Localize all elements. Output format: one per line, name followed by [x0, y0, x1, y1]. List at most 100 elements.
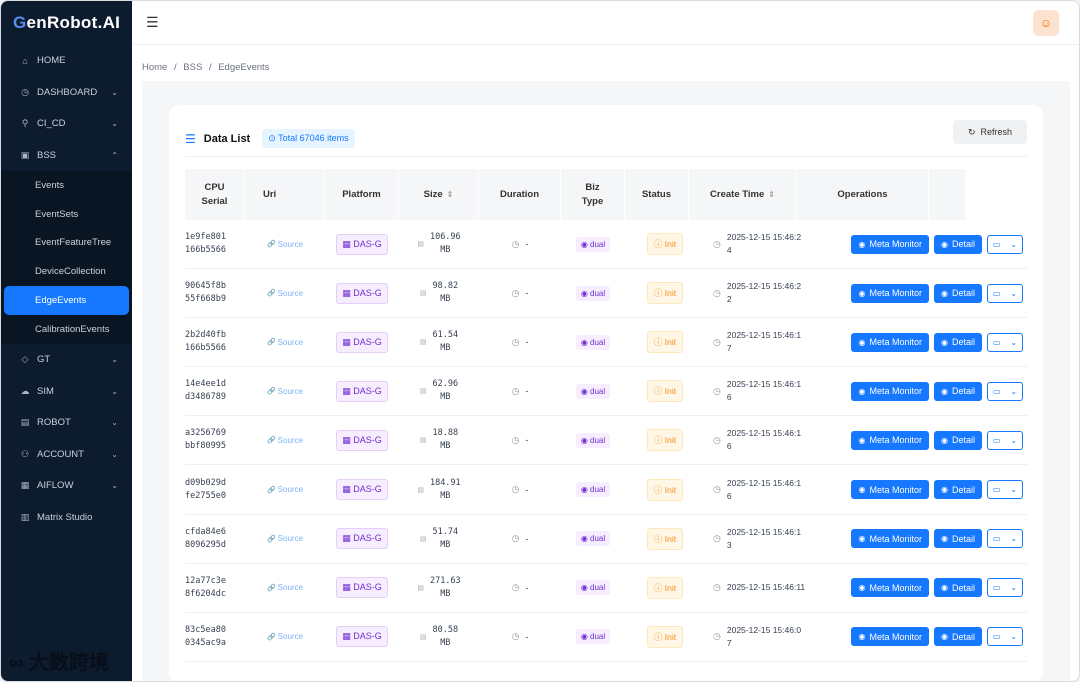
size-cell: ▤ 106.96 MB [399, 231, 479, 257]
meta-monitor-button[interactable]: ◉ Meta Monitor [851, 234, 929, 254]
more-actions-dropdown[interactable]: ▭ ⌄ [987, 283, 1023, 303]
sidebar-item-account[interactable]: ⚇ ACCOUNT ⌄ [1, 438, 132, 470]
list-icon: ☰ [185, 131, 196, 146]
more-actions-dropdown[interactable]: ▭ ⌄ [987, 480, 1023, 500]
more-actions-dropdown[interactable]: ▭ ⌄ [987, 234, 1023, 254]
detail-button[interactable]: ◉ Detail [934, 332, 982, 352]
breadcrumb-bss[interactable]: BSS [183, 62, 203, 73]
platform-label: DAS-G [353, 533, 382, 544]
status-cell: ⓘ Init [625, 380, 705, 403]
uri-link[interactable]: Source [277, 534, 304, 544]
sidebar-item-matrix-studio[interactable]: ▥ Matrix Studio [1, 501, 132, 533]
file-icon: ▤ [419, 437, 427, 445]
uri-link[interactable]: Source [277, 337, 304, 347]
meta-monitor-button[interactable]: ◉ Meta Monitor [851, 578, 929, 598]
sidebar-subitem-calibrationevents[interactable]: CalibrationEvents [35, 323, 110, 335]
clock-icon: ◷ [511, 631, 520, 642]
meta-monitor-button[interactable]: ◉ Meta Monitor [851, 381, 929, 401]
refresh-button[interactable]: ↻ Refresh [953, 120, 1027, 144]
meta-monitor-button[interactable]: ◉ Meta Monitor [851, 480, 929, 500]
sort-icon[interactable]: ⇕ [446, 189, 454, 199]
size-wrap: ▤ 51.74 MB [420, 526, 458, 552]
detail-button[interactable]: ◉ Detail [934, 381, 982, 401]
status-label: Init [664, 582, 677, 593]
biz-type-tag: ◉ dual [575, 432, 611, 448]
table-row: 90645f8b 55f668b9 🔗 Source ▦ DAS-G ▤ 98.82 MB ◷ -… [185, 269, 1027, 319]
duration-value: - [525, 484, 529, 495]
more-actions-dropdown[interactable]: ▭ ⌄ [987, 381, 1023, 401]
sidebar-item-gt[interactable]: ◇ GT ⌄ [1, 344, 132, 376]
chevron-icon: ⌄ [111, 418, 118, 428]
detail-label: Detail [951, 435, 975, 446]
sort-icon[interactable]: ⇕ [768, 189, 775, 199]
table-row: 2b2d40fb 166b5566 🔗 Source ▦ DAS-G ▤ 61.54 MB ◷ -… [185, 318, 1027, 368]
clock-icon: ◷ [511, 385, 520, 396]
detail-button[interactable]: ◉ Detail [934, 430, 982, 450]
uri-link[interactable]: Source [277, 386, 304, 396]
uri-link[interactable]: Source [277, 288, 304, 298]
eye-icon: ◉ [941, 239, 948, 249]
more-actions-dropdown[interactable]: ▭ ⌄ [987, 578, 1023, 598]
breadcrumb-home[interactable]: Home [142, 62, 168, 73]
file-icon: ▤ [419, 633, 427, 641]
uri-cell: 🔗 Source [245, 583, 325, 592]
sidebar-item-home[interactable]: ⌂ HOME [1, 45, 132, 77]
detail-button[interactable]: ◉ Detail [934, 480, 982, 500]
detail-button[interactable]: ◉ Detail [934, 234, 982, 254]
target-icon: ◉ [580, 583, 591, 593]
uri-link[interactable]: Source [277, 485, 304, 495]
meta-monitor-button[interactable]: ◉ Meta Monitor [851, 430, 929, 450]
uri-link[interactable]: Source [277, 583, 304, 593]
detail-button[interactable]: ◉ Detail [934, 283, 982, 303]
target-icon: ◉ [580, 534, 591, 544]
sidebar-subitem-eventfeaturetree[interactable]: EventFeatureTree [35, 237, 112, 249]
more-actions-dropdown[interactable]: ▭ ⌄ [987, 430, 1023, 450]
info-icon: ⓘ [653, 435, 665, 446]
sidebar-item-sim[interactable]: ☁ SIM ⌄ [1, 375, 132, 407]
sidebar-subitem-eventsets[interactable]: EventSets [35, 208, 79, 220]
user-avatar[interactable]: ☺ [1033, 10, 1059, 36]
meta-monitor-button[interactable]: ◉ Meta Monitor [851, 627, 929, 647]
sidebar-item-aiflow[interactable]: ▦ AIFLOW ⌄ [1, 470, 132, 502]
sidebar-item-ci-cd[interactable]: ⚲ CI_CD ⌄ [1, 108, 132, 140]
duration-cell: ◷ - [479, 239, 561, 250]
status-badge: ⓘ Init [646, 233, 684, 256]
sidebar-subitem-devicecollection[interactable]: DeviceCollection [35, 266, 106, 278]
col-label: Type [581, 195, 604, 207]
uri-link[interactable]: Source [277, 632, 304, 642]
size-cell: ▤ 184.91 MB [399, 477, 479, 503]
detail-label: Detail [951, 484, 975, 495]
menu-fold-icon[interactable]: ☰ [146, 14, 159, 30]
detail-label: Detail [951, 288, 975, 299]
monitor-icon: ▭ [992, 583, 1001, 593]
refresh-label: Refresh [980, 127, 1013, 137]
sidebar-subitem-edgeevents[interactable]: EdgeEvents [4, 286, 129, 315]
table-row: 1e9fe801 166b5566 🔗 Source ▦ DAS-G ▤ 106.96 MB ◷… [185, 220, 1027, 270]
platform-tag: ▦ DAS-G [336, 577, 388, 599]
sidebar-item-robot[interactable]: ▤ ROBOT ⌄ [1, 407, 132, 439]
uri-link[interactable]: Source [277, 239, 304, 249]
meta-monitor-button[interactable]: ◉ Meta Monitor [851, 529, 929, 549]
create-time-line: 2025-12-15 15:46:1 [726, 379, 802, 390]
biz-type-label: dual [590, 583, 606, 593]
table-row: 83c5ea80 0345ac9a 🔗 Source ▦ DAS-G ▤ 80.58 MB ◷ -… [185, 613, 1027, 662]
meta-monitor-button[interactable]: ◉ Meta Monitor [851, 283, 929, 303]
meta-monitor-button[interactable]: ◉ Meta Monitor [851, 332, 929, 352]
more-actions-dropdown[interactable]: ▭ ⌄ [987, 332, 1023, 352]
col-label: Biz [585, 181, 600, 193]
sidebar-subitem-events[interactable]: Events [35, 179, 65, 191]
col-size[interactable]: Size ⇕ [399, 169, 479, 220]
col-create-time[interactable]: Create Time ⇕ [689, 169, 797, 220]
sidebar-item-label: CI_CD [37, 118, 66, 130]
sidebar-item-dashboard[interactable]: ◷ DASHBOARD ⌄ [1, 77, 132, 109]
detail-label: Detail [951, 582, 975, 593]
uri-link[interactable]: Source [277, 435, 304, 445]
detail-button[interactable]: ◉ Detail [934, 529, 982, 549]
detail-button[interactable]: ◉ Detail [934, 578, 982, 598]
more-actions-dropdown[interactable]: ▭ ⌄ [987, 627, 1023, 647]
more-actions-dropdown[interactable]: ▭ ⌄ [987, 529, 1023, 549]
sidebar-item-bss[interactable]: ▣ BSS ⌃ [1, 140, 132, 172]
file-icon: ▤ [419, 290, 427, 298]
detail-button[interactable]: ◉ Detail [934, 627, 982, 647]
